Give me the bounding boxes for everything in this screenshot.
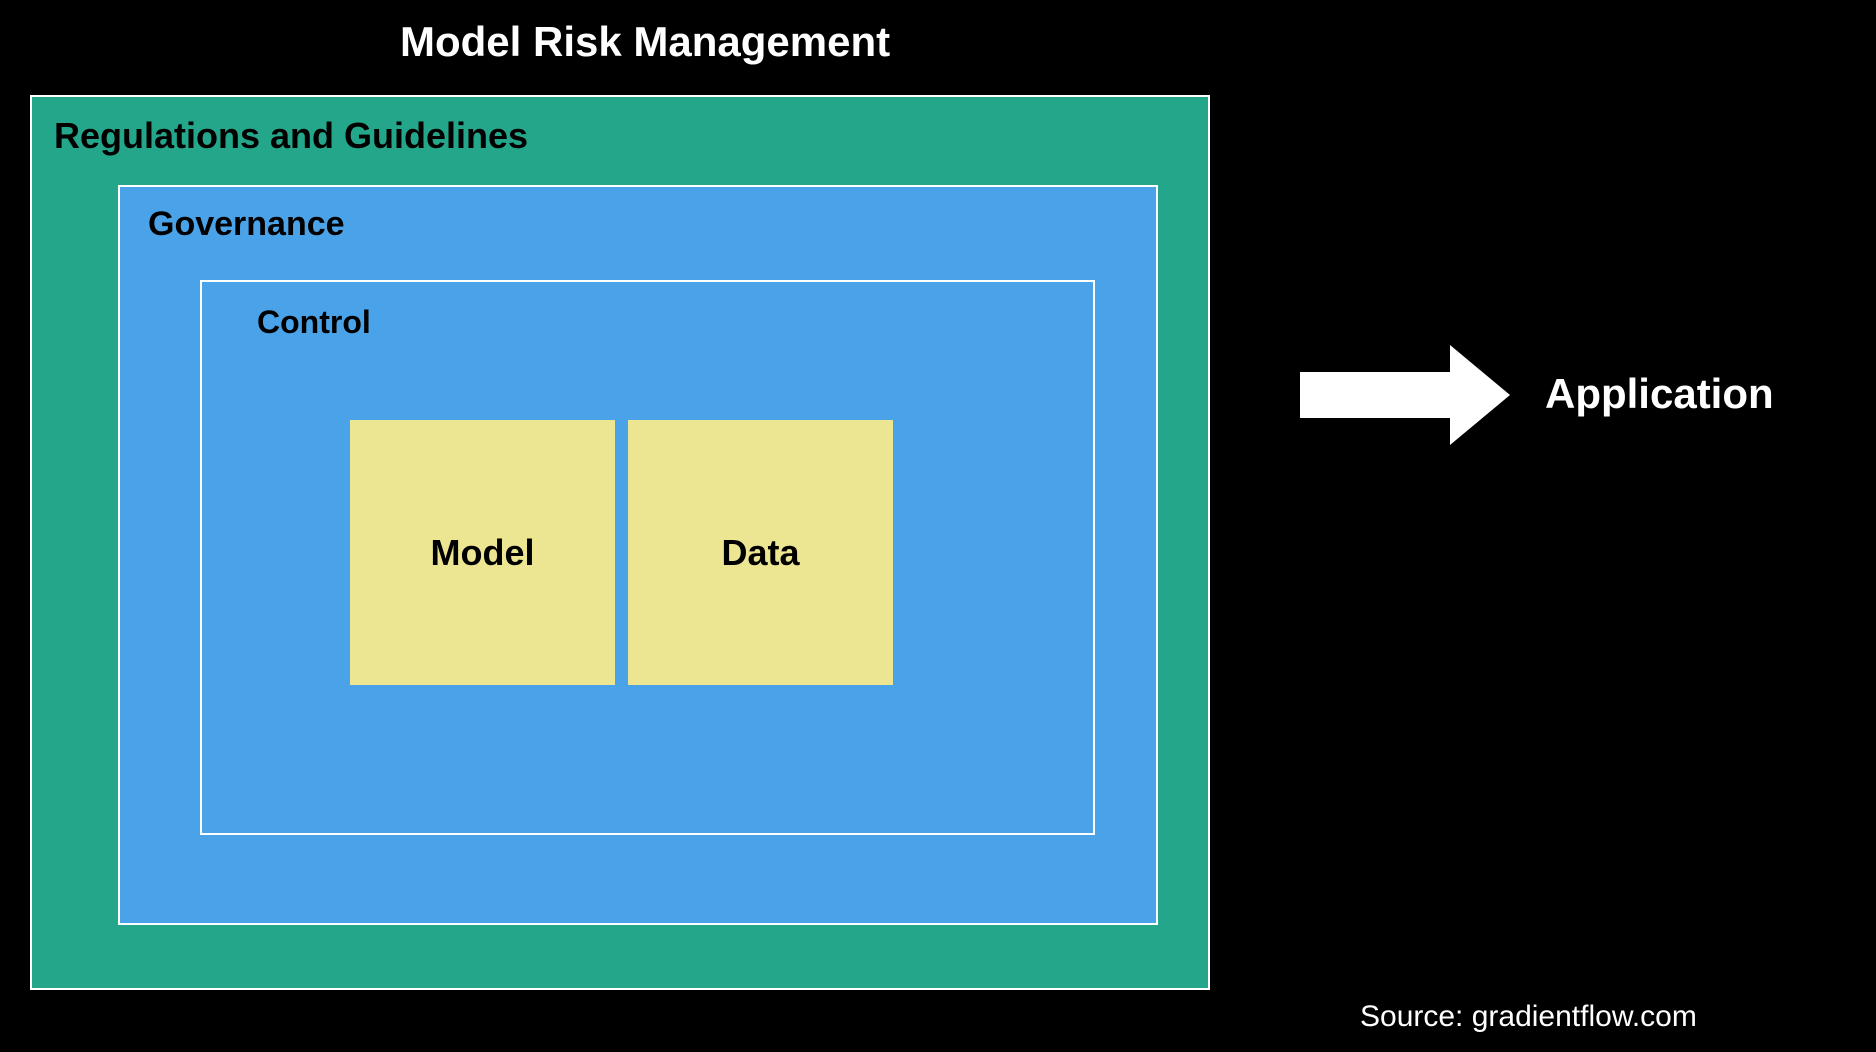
box-model: Model bbox=[350, 420, 615, 685]
box-data-label: Data bbox=[721, 532, 799, 574]
source-label: Source: gradientflow.com bbox=[1360, 1000, 1697, 1034]
arrow-icon bbox=[1300, 345, 1510, 445]
box-data: Data bbox=[628, 420, 893, 685]
application-label: Application bbox=[1545, 370, 1774, 418]
box-model-label: Model bbox=[431, 532, 535, 574]
box-regulations-label: Regulations and Guidelines bbox=[54, 115, 528, 157]
diagram-title: Model Risk Management bbox=[400, 18, 890, 66]
box-governance-label: Governance bbox=[148, 205, 345, 244]
box-control-label: Control bbox=[257, 304, 371, 341]
